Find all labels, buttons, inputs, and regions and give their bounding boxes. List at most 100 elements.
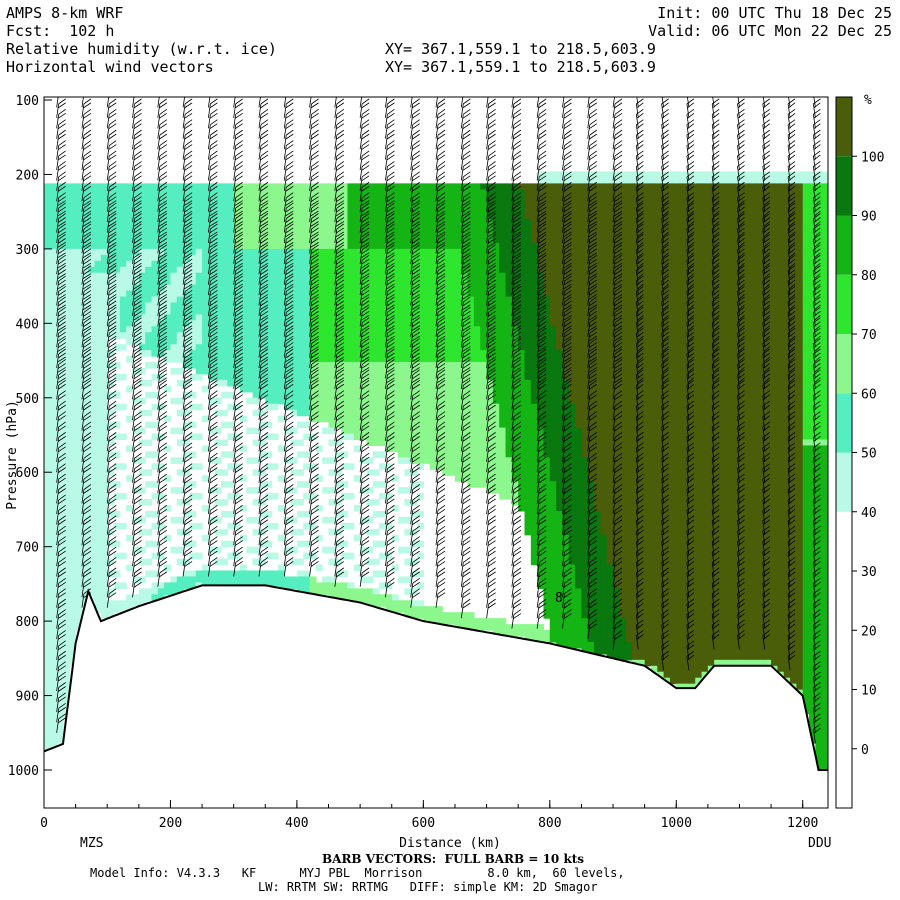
- rh-cell: [404, 403, 412, 411]
- rh-cell: [100, 481, 108, 488]
- rh-cell: [341, 588, 349, 595]
- rh-cell: [587, 260, 595, 268]
- rh-cell: [429, 368, 437, 375]
- rh-cell: [88, 582, 96, 589]
- rh-cell: [195, 296, 203, 304]
- rh-cell: [75, 493, 83, 500]
- rh-cell: [138, 272, 146, 280]
- rh-cell: [556, 231, 564, 238]
- rh-cell: [499, 272, 507, 280]
- rh-cell: [594, 552, 601, 560]
- rh-cell: [62, 475, 70, 482]
- rh-cell: [94, 391, 102, 399]
- rh-cell: [265, 385, 273, 393]
- rh-cell: [277, 415, 285, 423]
- rh-cell: [575, 320, 583, 327]
- rh-cell: [404, 326, 412, 333]
- rh-cell: [575, 439, 583, 447]
- rh-cell: [202, 564, 209, 572]
- rh-cell: [334, 189, 342, 196]
- rh-cell: [170, 314, 178, 321]
- rh-cell: [50, 219, 58, 226]
- rh-cell: [410, 260, 418, 268]
- rh-cell: [284, 320, 292, 327]
- rh-cell: [562, 403, 570, 411]
- rh-cell: [549, 487, 557, 494]
- rh-cell: [417, 272, 424, 280]
- rh-cell: [183, 439, 191, 447]
- rh-cell: [448, 362, 456, 369]
- rh-cell: [492, 314, 500, 321]
- rh-cell: [271, 397, 279, 405]
- rh-cell: [581, 236, 589, 244]
- rh-cell: [227, 379, 235, 387]
- rh-cell: [246, 350, 254, 357]
- rh-cell: [100, 576, 108, 583]
- rh-cell: [138, 427, 146, 435]
- rh-cell: [322, 588, 330, 595]
- rh-cell: [499, 308, 507, 315]
- rh-cell: [480, 397, 488, 405]
- rh-cell: [511, 278, 519, 286]
- rh-cell: [284, 403, 292, 411]
- rh-cell: [277, 385, 285, 393]
- rh-cell: [176, 296, 184, 304]
- rh-cell: [309, 403, 317, 411]
- rh-cell: [277, 373, 285, 381]
- rh-cell: [334, 528, 342, 536]
- rh-cell: [454, 463, 462, 470]
- rh-cell: [518, 189, 526, 196]
- rh-cell: [442, 290, 450, 298]
- rh-cell: [227, 225, 235, 232]
- rh-cell: [385, 600, 393, 607]
- rh-cell: [151, 510, 159, 518]
- rh-cell: [341, 296, 349, 304]
- rh-cell: [417, 445, 424, 452]
- rh-cell: [568, 570, 576, 578]
- rh-cell: [94, 522, 102, 530]
- rh-cell: [50, 469, 58, 476]
- rh-cell: [341, 242, 349, 250]
- rh-cell: [75, 558, 83, 566]
- rh-cell: [303, 272, 311, 280]
- rh-cell: [568, 475, 576, 482]
- rh-cell: [473, 254, 481, 262]
- rh-cell: [334, 409, 342, 417]
- rh-cell: [454, 219, 462, 226]
- rh-cell: [537, 481, 545, 488]
- rh-cell: [404, 242, 412, 250]
- rh-cell: [113, 373, 121, 381]
- rh-cell: [290, 558, 298, 566]
- rh-cell: [556, 189, 564, 196]
- rh-cell: [44, 499, 51, 506]
- rh-cell: [543, 457, 551, 464]
- rh-cell: [119, 320, 127, 327]
- rh-cell: [473, 457, 481, 464]
- rh-cell: [233, 236, 241, 244]
- rh-cell: [322, 278, 330, 286]
- rh-cell: [88, 522, 96, 530]
- rh-cell: [145, 284, 153, 292]
- rh-cell: [94, 576, 102, 583]
- rh-cell: [461, 236, 469, 244]
- rh-cell: [176, 528, 184, 536]
- rh-cell: [480, 350, 488, 357]
- rh-cell: [208, 213, 216, 220]
- rh-cell: [341, 350, 349, 357]
- rh-cell: [347, 588, 355, 595]
- rh-cell: [530, 481, 538, 488]
- rh-cell: [379, 189, 387, 196]
- rh-cell: [252, 368, 260, 375]
- rh-cell: [556, 272, 564, 280]
- rh-cell: [492, 231, 500, 238]
- rh-cell: [530, 546, 538, 554]
- rh-cell: [138, 546, 146, 554]
- rh-cell: [391, 564, 399, 572]
- rh-cell: [594, 528, 601, 536]
- rh-cell: [581, 302, 589, 310]
- rh-cell: [252, 439, 260, 447]
- rh-cell: [50, 457, 58, 464]
- rh-cell: [379, 213, 387, 220]
- rh-cell: [518, 630, 526, 637]
- rh-cell: [568, 373, 576, 381]
